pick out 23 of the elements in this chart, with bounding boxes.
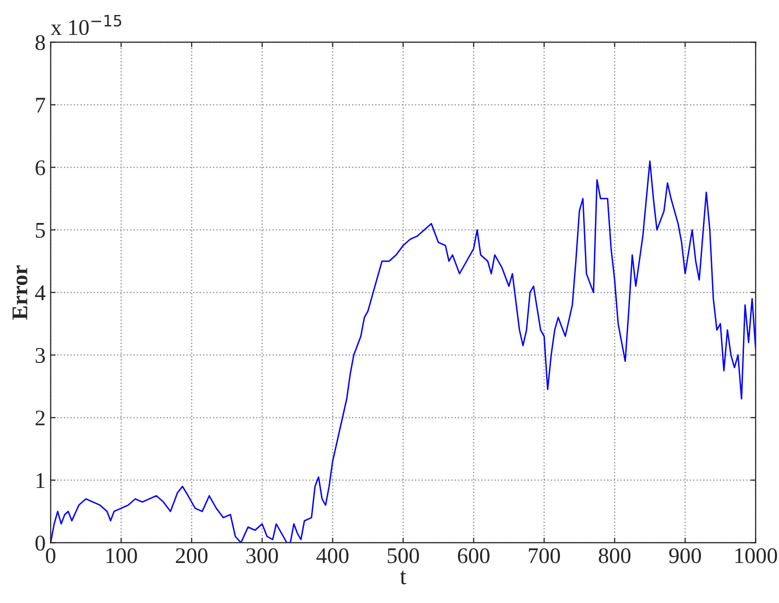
x-tick-label: 0 xyxy=(46,548,56,564)
y-tick-label: 7 xyxy=(36,98,46,112)
x-tick-label: 600 xyxy=(458,548,490,564)
x-tick-label: 300 xyxy=(246,548,278,564)
x-tick-label: 100 xyxy=(106,548,137,564)
x-tick-label: 800 xyxy=(598,548,630,564)
x-tick-label: 500 xyxy=(388,548,419,564)
y-tick-label: 4 xyxy=(35,286,46,300)
x-tick-label: 400 xyxy=(316,548,348,564)
y-axis-title: Error xyxy=(12,265,28,320)
x-axis-title: t xyxy=(400,570,406,584)
x-tick-label: 200 xyxy=(176,548,208,564)
x-tick-label: 700 xyxy=(528,548,560,564)
y-tick-label: 1 xyxy=(36,473,44,488)
y-tick-label: 3 xyxy=(36,348,45,363)
text: x 10$^{−15}$ xyxy=(50,14,122,36)
x-tick-label: 1000 xyxy=(735,548,778,564)
y-tick-label: 2 xyxy=(36,410,45,426)
y-tick-label: 8 xyxy=(36,35,45,50)
y-tick-label: 6 xyxy=(36,160,46,176)
y-tick-label: 5 xyxy=(36,223,45,238)
x-tick-label: 900 xyxy=(669,548,701,564)
y-tick-label: 0 xyxy=(36,536,45,551)
